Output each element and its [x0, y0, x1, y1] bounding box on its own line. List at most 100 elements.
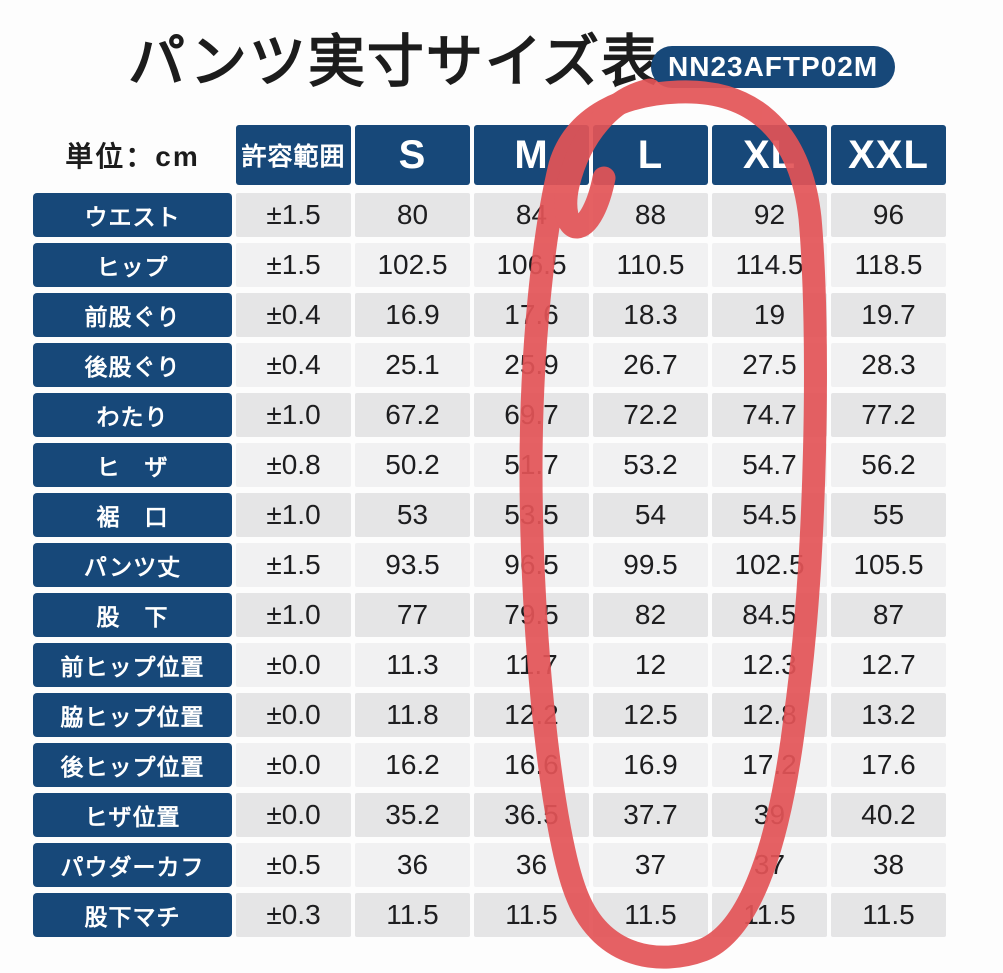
value-cell-l: 99.5	[593, 543, 708, 587]
table-row: ヒップ ±1.5 102.5 106.5 110.5 114.5 118.5	[33, 243, 947, 287]
value-cell-xl: 37	[712, 843, 827, 887]
value-cell-m: 106.5	[474, 243, 589, 287]
row-label: わたり	[33, 393, 232, 437]
value-cell-m: 11.7	[474, 643, 589, 687]
value-cell-l: 37.7	[593, 793, 708, 837]
value-cell-s: 16.9	[355, 293, 470, 337]
row-label: パンツ丈	[33, 543, 232, 587]
value-cell-xxl: 55	[831, 493, 946, 537]
value-cell-xxl: 28.3	[831, 343, 946, 387]
table-row: 股 下 ±1.0 77 79.5 82 84.5 87	[33, 593, 947, 637]
value-cell-xxl: 96	[831, 193, 946, 237]
tolerance-cell: ±0.0	[236, 643, 351, 687]
value-cell-s: 77	[355, 593, 470, 637]
value-cell-xl: 54.5	[712, 493, 827, 537]
value-cell-l: 82	[593, 593, 708, 637]
value-cell-xxl: 38	[831, 843, 946, 887]
tolerance-cell: ±0.0	[236, 693, 351, 737]
value-cell-xl: 102.5	[712, 543, 827, 587]
value-cell-l: 12.5	[593, 693, 708, 737]
value-cell-xl: 12.8	[712, 693, 827, 737]
value-cell-s: 11.5	[355, 893, 470, 937]
value-cell-s: 36	[355, 843, 470, 887]
value-cell-m: 36	[474, 843, 589, 887]
row-label: 後股ぐり	[33, 343, 232, 387]
value-cell-xxl: 19.7	[831, 293, 946, 337]
value-cell-s: 67.2	[355, 393, 470, 437]
size-table: 単位：cm 許容範囲 S M L XL XXL ウエスト ±1.5 80 84 …	[33, 125, 947, 943]
value-cell-l: 11.5	[593, 893, 708, 937]
value-cell-xl: 17.2	[712, 743, 827, 787]
value-cell-xxl: 13.2	[831, 693, 946, 737]
row-label: ヒップ	[33, 243, 232, 287]
value-cell-s: 25.1	[355, 343, 470, 387]
value-cell-xl: 74.7	[712, 393, 827, 437]
column-header-size-s: S	[355, 125, 470, 185]
table-row: パンツ丈 ±1.5 93.5 96.5 99.5 102.5 105.5	[33, 543, 947, 587]
tolerance-cell: ±1.5	[236, 193, 351, 237]
row-label: ヒ ザ	[33, 443, 232, 487]
value-cell-xxl: 118.5	[831, 243, 946, 287]
row-label: 股 下	[33, 593, 232, 637]
value-cell-xxl: 77.2	[831, 393, 946, 437]
column-header-size-xxl: XXL	[831, 125, 946, 185]
value-cell-s: 35.2	[355, 793, 470, 837]
table-row: パウダーカフ ±0.5 36 36 37 37 38	[33, 843, 947, 887]
tolerance-cell: ±1.0	[236, 593, 351, 637]
value-cell-xl: 12.3	[712, 643, 827, 687]
value-cell-m: 84	[474, 193, 589, 237]
value-cell-xl: 92	[712, 193, 827, 237]
model-number-badge: NN23AFTP02M	[651, 46, 896, 88]
unit-label: 単位：cm	[65, 141, 200, 172]
tolerance-cell: ±0.8	[236, 443, 351, 487]
value-cell-xxl: 12.7	[831, 643, 946, 687]
value-cell-xl: 54.7	[712, 443, 827, 487]
value-cell-s: 102.5	[355, 243, 470, 287]
value-cell-l: 12	[593, 643, 708, 687]
value-cell-xl: 27.5	[712, 343, 827, 387]
tolerance-cell: ±1.5	[236, 243, 351, 287]
value-cell-xxl: 40.2	[831, 793, 946, 837]
value-cell-l: 37	[593, 843, 708, 887]
column-header-size-m: M	[474, 125, 589, 185]
value-cell-xxl: 87	[831, 593, 946, 637]
value-cell-m: 12.2	[474, 693, 589, 737]
value-cell-xl: 19	[712, 293, 827, 337]
value-cell-xl: 39	[712, 793, 827, 837]
value-cell-s: 11.3	[355, 643, 470, 687]
value-cell-m: 69.7	[474, 393, 589, 437]
value-cell-l: 18.3	[593, 293, 708, 337]
table-row: 前ヒップ位置 ±0.0 11.3 11.7 12 12.3 12.7	[33, 643, 947, 687]
value-cell-l: 54	[593, 493, 708, 537]
row-label: 股下マチ	[33, 893, 232, 937]
value-cell-m: 16.6	[474, 743, 589, 787]
value-cell-s: 80	[355, 193, 470, 237]
value-cell-s: 53	[355, 493, 470, 537]
column-header-size-l: L	[593, 125, 708, 185]
column-header-tolerance: 許容範囲	[236, 125, 351, 185]
table-row: わたり ±1.0 67.2 69.7 72.2 74.7 77.2	[33, 393, 947, 437]
row-label: 裾 口	[33, 493, 232, 537]
table-row: 後股ぐり ±0.4 25.1 25.9 26.7 27.5 28.3	[33, 343, 947, 387]
row-label: 前股ぐり	[33, 293, 232, 337]
value-cell-l: 26.7	[593, 343, 708, 387]
row-label: 後ヒップ位置	[33, 743, 232, 787]
row-label: 前ヒップ位置	[33, 643, 232, 687]
tolerance-cell: ±1.0	[236, 393, 351, 437]
row-label: ヒザ位置	[33, 793, 232, 837]
row-label: 脇ヒップ位置	[33, 693, 232, 737]
value-cell-s: 50.2	[355, 443, 470, 487]
tolerance-cell: ±0.5	[236, 843, 351, 887]
row-label: パウダーカフ	[33, 843, 232, 887]
column-header-size-xl: XL	[712, 125, 827, 185]
tolerance-cell: ±1.5	[236, 543, 351, 587]
table-row: 後ヒップ位置 ±0.0 16.2 16.6 16.9 17.2 17.6	[33, 743, 947, 787]
value-cell-s: 11.8	[355, 693, 470, 737]
table-row: 裾 口 ±1.0 53 53.5 54 54.5 55	[33, 493, 947, 537]
value-cell-s: 93.5	[355, 543, 470, 587]
tolerance-cell: ±0.0	[236, 793, 351, 837]
value-cell-m: 96.5	[474, 543, 589, 587]
table-row: ヒ ザ ±0.8 50.2 51.7 53.2 54.7 56.2	[33, 443, 947, 487]
value-cell-m: 36.5	[474, 793, 589, 837]
row-label: ウエスト	[33, 193, 232, 237]
